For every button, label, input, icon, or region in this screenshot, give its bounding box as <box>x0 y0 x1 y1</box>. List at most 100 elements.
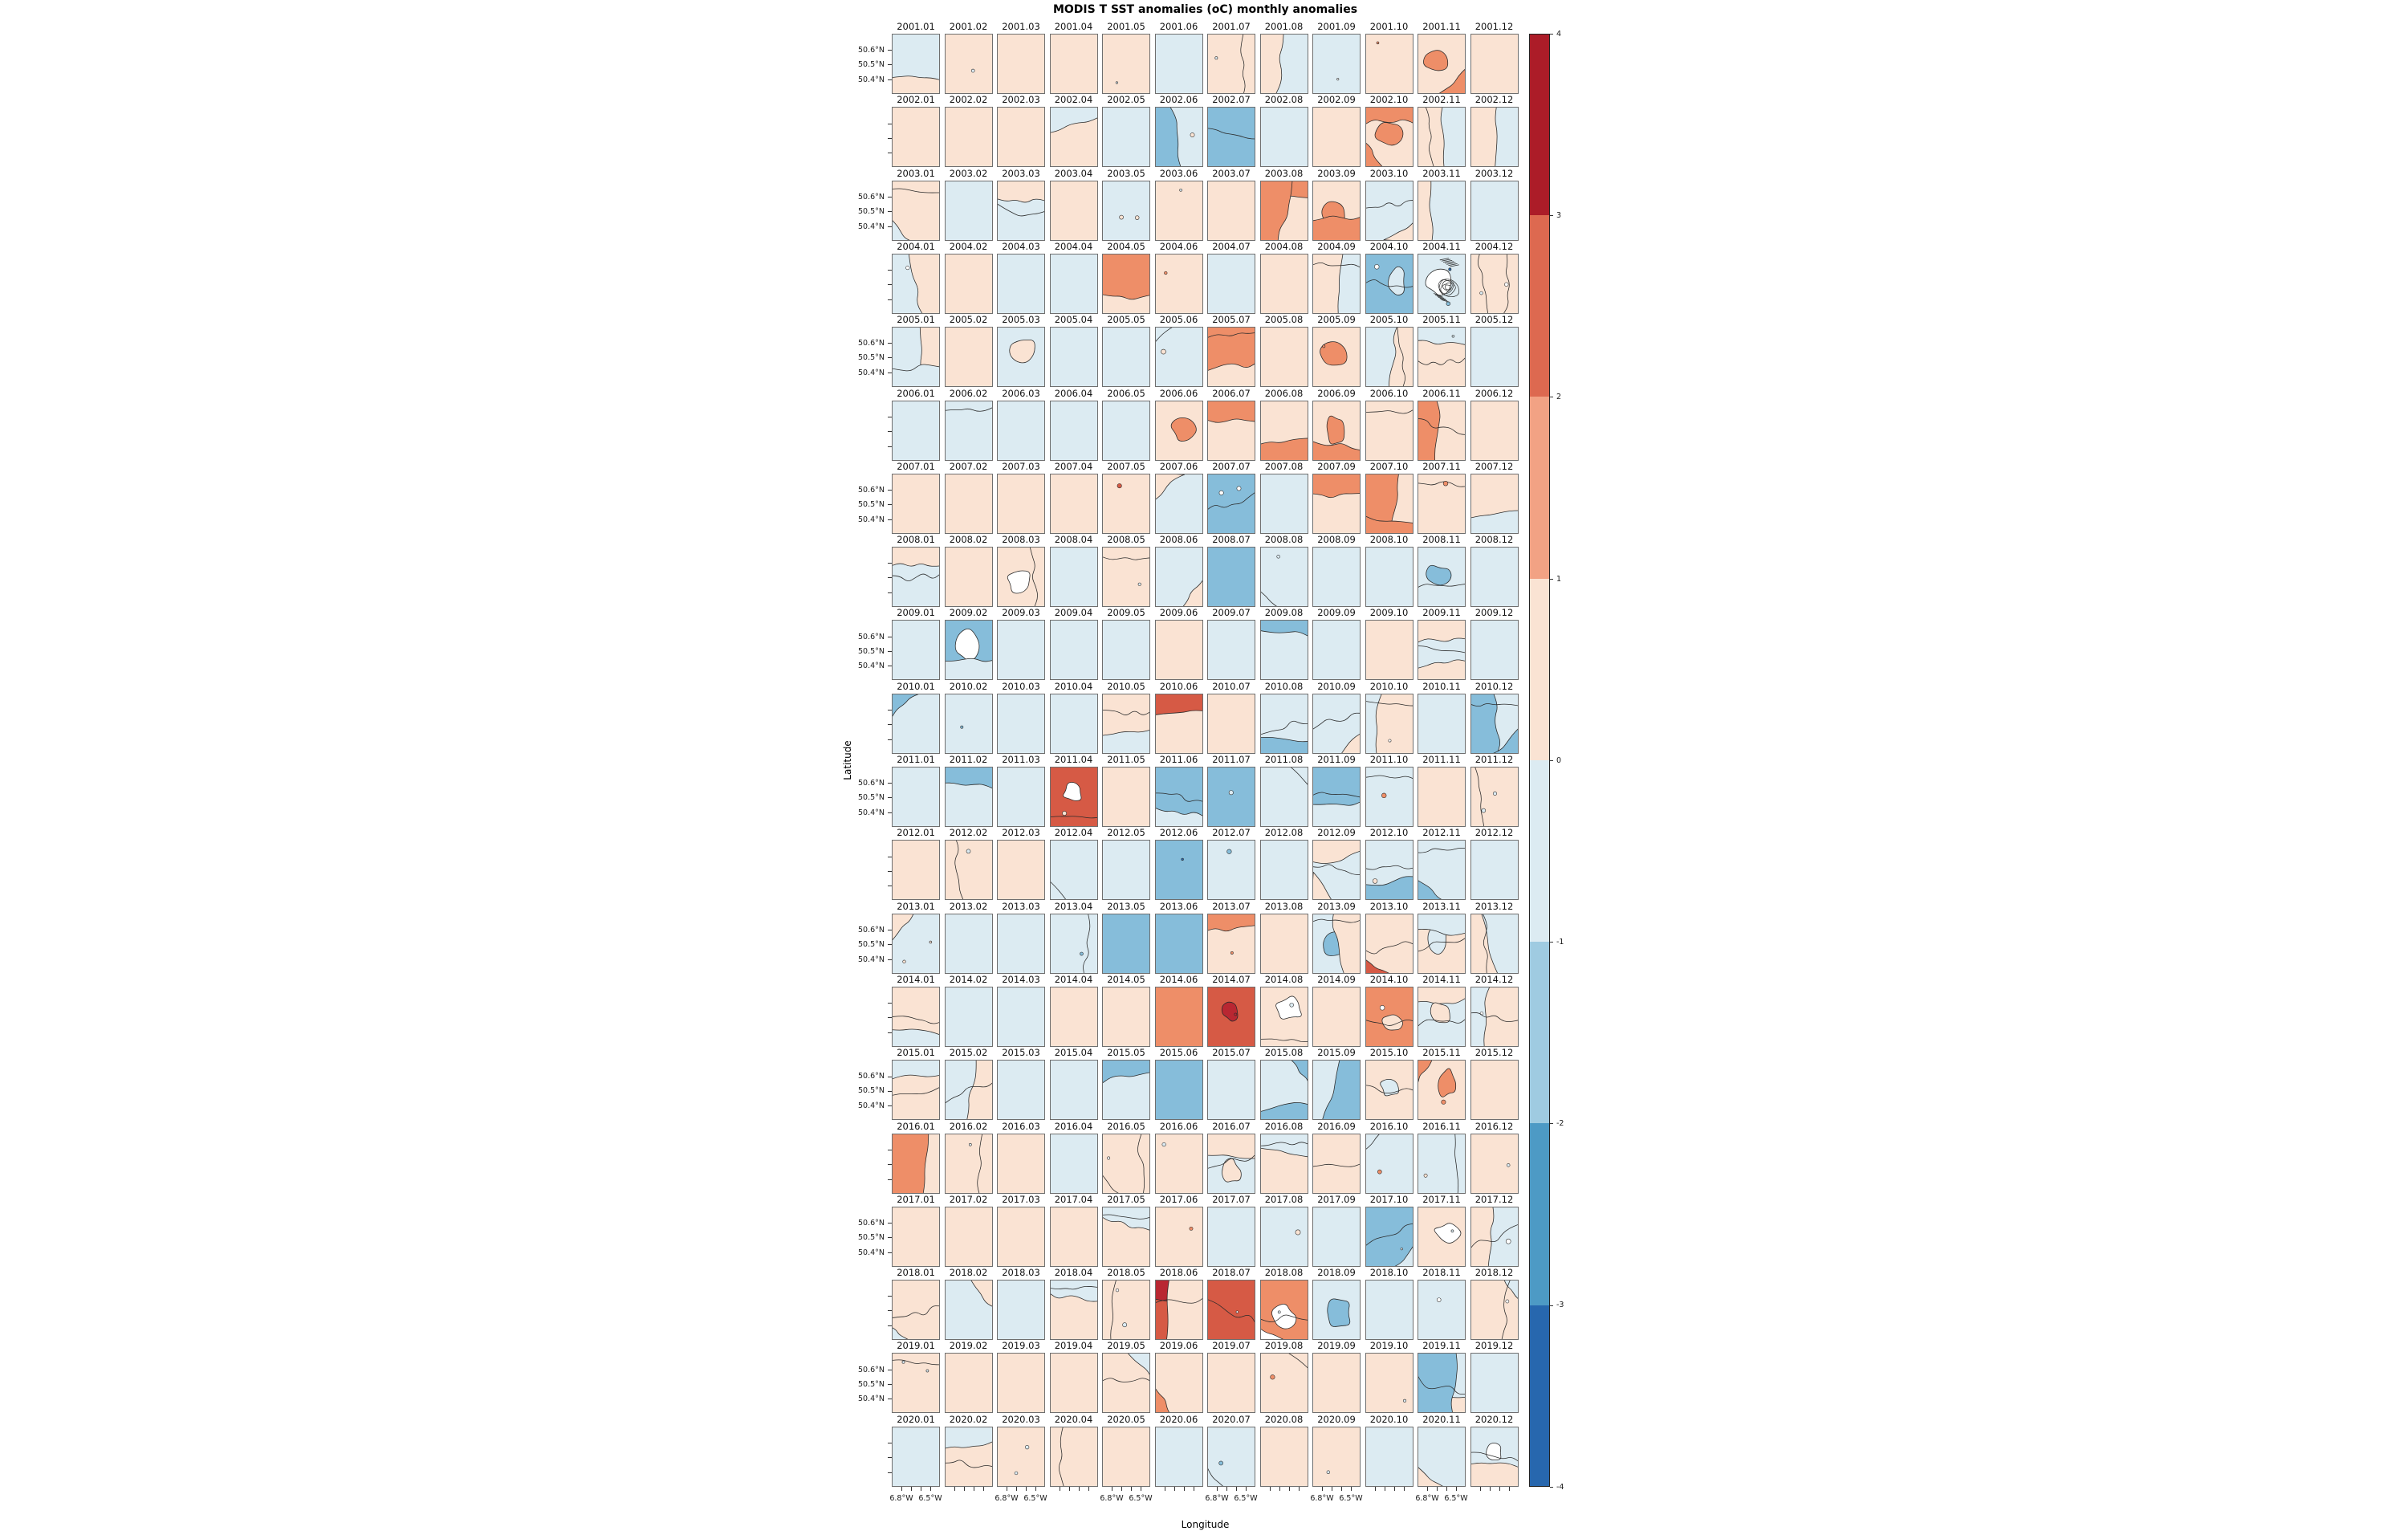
axis-tick <box>982 1486 984 1491</box>
facet-panel-title: 2017.01 <box>897 1193 935 1205</box>
facet-map-frame <box>1470 473 1519 534</box>
facet-map <box>1155 621 1202 680</box>
axis-tick-label: 50.4°N <box>857 1248 885 1257</box>
facet-panel-title: 2012.10 <box>1369 827 1409 839</box>
facet-panel: 2001.06 <box>1154 21 1203 94</box>
facet-panel: 2010.06 <box>1154 681 1203 754</box>
facet-map-frame <box>1470 253 1519 314</box>
facet-map <box>1418 181 1465 240</box>
facet-panel: 2008.05 <box>1102 534 1150 608</box>
axis-tick-label: 50.6°N <box>857 1219 885 1228</box>
facet-map-frame <box>1049 400 1098 461</box>
facet-panel-title: 2001.05 <box>1107 21 1145 32</box>
facet-panel-title: 2004.12 <box>1474 240 1514 252</box>
facet-map-frame <box>1418 767 1466 827</box>
facet-panel: 2017.03 <box>997 1194 1045 1267</box>
facet-panel-title: 2004.09 <box>1317 240 1356 252</box>
facet-panel: 2020.07 <box>1207 1414 1255 1487</box>
colorbar-tick-label: -1 <box>1556 938 1564 947</box>
facet-map <box>945 474 992 533</box>
facet-map-frame <box>997 327 1045 388</box>
facet-map <box>1470 1281 1518 1340</box>
facet-panel: 2014.02 <box>944 974 993 1047</box>
facet-panel: 2006.02 <box>944 388 993 461</box>
axis-tick <box>888 226 892 227</box>
facet-map <box>1155 35 1202 93</box>
facet-panel: 2005.04 <box>1049 314 1098 388</box>
axis-tick <box>888 343 892 344</box>
facet-map-frame <box>1365 693 1413 754</box>
facet-map <box>1103 254 1149 313</box>
colorbar-tick-label: 4 <box>1556 30 1562 39</box>
axis-tick <box>888 959 892 960</box>
facet-map <box>1313 1134 1360 1193</box>
axis-tick <box>888 797 892 799</box>
facet-panel: 2017.04 <box>1049 1194 1098 1267</box>
facet-map-frame <box>1470 1426 1519 1487</box>
facet-map <box>1103 328 1149 387</box>
facet-map-frame <box>892 34 940 94</box>
facet-map <box>1155 1281 1202 1340</box>
facet-map-frame <box>997 180 1045 241</box>
facet-panel: 2020.05 <box>1102 1414 1150 1487</box>
facet-map <box>893 328 939 387</box>
facet-map <box>1418 987 1465 1046</box>
facet-map <box>998 254 1044 313</box>
facet-map <box>1208 987 1255 1046</box>
facet-map-frame <box>944 913 993 974</box>
facet-panel: 2004.07 <box>1207 241 1255 314</box>
facet-map <box>1050 841 1097 900</box>
facet-map <box>1470 1134 1518 1193</box>
facet-panel-title: 2004.02 <box>949 240 988 252</box>
facet-map <box>1470 328 1518 387</box>
facet-panel: 2002.06 <box>1154 94 1203 168</box>
facet-map <box>893 548 939 607</box>
facet-panel-title: 2017.05 <box>1107 1193 1145 1205</box>
axis-tick <box>888 592 892 594</box>
facet-panel: 2012.12 <box>1470 827 1519 901</box>
facet-map <box>893 108 939 167</box>
facet-panel: 2001.01 <box>892 21 940 94</box>
facet-map <box>1365 694 1413 753</box>
facet-panel-title: 2015.08 <box>1264 1047 1304 1059</box>
facet-panel-title: 2013.07 <box>1212 900 1251 912</box>
facet-map <box>1103 35 1149 93</box>
facet-map <box>1365 1281 1413 1340</box>
facet-panel-title: 2001.12 <box>1474 21 1514 32</box>
facet-panel: 2007.01 <box>892 461 940 534</box>
facet-panel-title: 2020.05 <box>1107 1413 1145 1425</box>
facet-panel-title: 2016.12 <box>1474 1120 1514 1132</box>
axis-tick-label: 6.8°W <box>1415 1493 1439 1503</box>
facet-map <box>945 254 992 313</box>
facet-panel: 2010.12 <box>1470 681 1519 754</box>
facet-panel-title: 2008.01 <box>897 534 935 546</box>
facet-map <box>1418 1427 1465 1486</box>
facet-map <box>1155 1354 1202 1413</box>
facet-map <box>893 254 939 313</box>
facet-map-frame <box>1154 547 1203 608</box>
facet-panel: 2017.01 <box>892 1194 940 1267</box>
facet-panel-title: 2009.01 <box>897 607 935 619</box>
facet-map-frame <box>1207 1353 1255 1414</box>
facet-panel-title: 2015.02 <box>949 1047 988 1059</box>
facet-map-frame <box>944 473 993 534</box>
facet-panel-title: 2005.04 <box>1054 314 1093 326</box>
facet-panel: 2014.11 <box>1418 974 1466 1047</box>
facet-map <box>1313 1427 1360 1486</box>
facet-panel-title: 2008.04 <box>1054 534 1093 546</box>
facet-panel: 2017.08 <box>1259 1194 1308 1267</box>
facet-panel-title: 2011.01 <box>897 754 935 765</box>
facet-map <box>1103 1061 1149 1120</box>
facet-map <box>1260 1207 1308 1266</box>
facet-panel-title: 2007.02 <box>949 460 988 472</box>
facet-map <box>1208 1427 1255 1486</box>
facet-map <box>945 328 992 387</box>
facet-panel-title: 2012.01 <box>897 827 935 839</box>
facet-map <box>1260 914 1308 973</box>
facet-map-frame <box>1259 1060 1308 1121</box>
facet-panel: 2006.07 <box>1207 388 1255 461</box>
facet-map <box>945 694 992 753</box>
facet-map <box>893 1354 939 1413</box>
facet-panel: 2014.06 <box>1154 974 1203 1047</box>
facet-panel-title: 2001.04 <box>1054 21 1093 32</box>
